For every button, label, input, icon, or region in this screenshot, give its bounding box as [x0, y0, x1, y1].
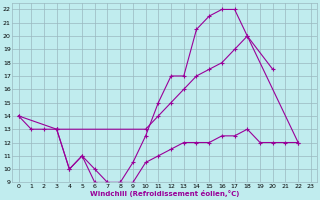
X-axis label: Windchill (Refroidissement éolien,°C): Windchill (Refroidissement éolien,°C)	[90, 190, 239, 197]
